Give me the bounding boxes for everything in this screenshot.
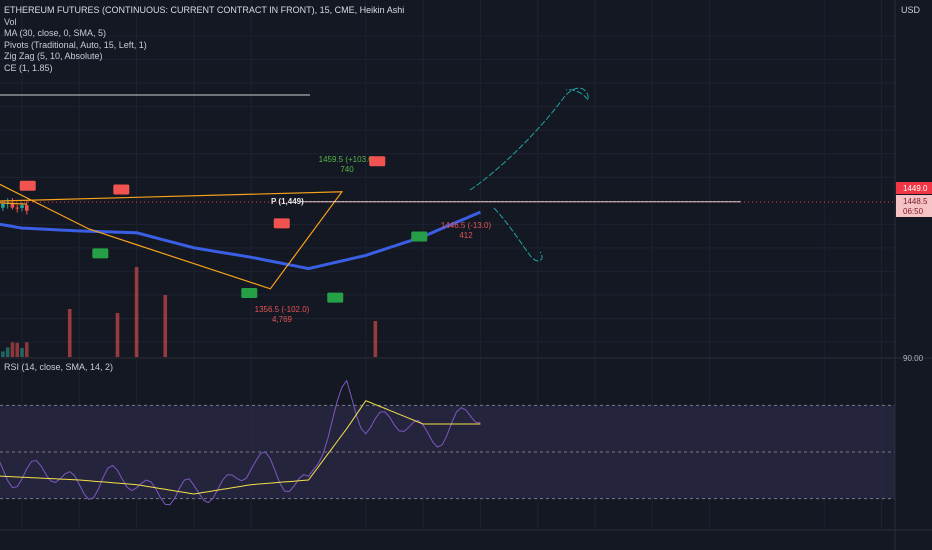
candle-body [10, 202, 15, 208]
candle-body [20, 205, 24, 208]
last-price-label: 1449.0 [903, 184, 928, 193]
volume-bar [373, 321, 378, 357]
volume-bars [1, 267, 378, 357]
sell-badge [113, 184, 130, 195]
volume-bar [10, 342, 15, 357]
rsi-legend[interactable]: RSI (14, close, SMA, 14, 2) [4, 362, 114, 372]
zigzag-low-bars: 4,769 [272, 315, 293, 324]
current-price-label: 1448.5 [903, 197, 928, 206]
volume-bar [67, 309, 72, 357]
curve-drawing[interactable] [493, 207, 543, 262]
countdown-label: 06:50 [903, 207, 924, 216]
zigzag-line [0, 183, 344, 290]
volume-bar [163, 295, 168, 357]
volume-bar [1, 351, 5, 357]
rsi-ma-line [0, 400, 481, 495]
chart-title: ETHEREUM FUTURES (CONTINUOUS: CURRENT CO… [4, 5, 405, 15]
volume-bar [115, 313, 120, 357]
sell-badge [369, 156, 386, 167]
zigzag-high-bars: 740 [340, 165, 354, 174]
currency-label: USD [900, 5, 920, 15]
zigzag-high-label: 1459.5 (+103.0) [319, 155, 376, 164]
rsi-guides [0, 404, 895, 500]
buy-badge [411, 231, 428, 242]
legend-vol[interactable]: Vol [4, 16, 17, 27]
sell-badge [19, 180, 36, 191]
legend-ma[interactable]: MA (30, close, 0, SMA, 5) [4, 28, 107, 38]
volume-bar [24, 342, 29, 357]
candle-body [1, 204, 5, 208]
rsi-line [0, 379, 481, 506]
candle-body [24, 205, 29, 211]
volume-bar [15, 342, 20, 357]
buy-badge [327, 292, 344, 303]
moving-average-line [0, 210, 481, 271]
volume-top-label: 90.00 [903, 354, 924, 363]
volume-bar [5, 347, 10, 357]
zigzag-last-label: 1446.5 (-13.0) [441, 221, 492, 230]
signal-badges [19, 156, 428, 303]
legend-pivots[interactable]: Pivots (Traditional, Auto, 15, Left, 1) [4, 39, 147, 50]
volume-bar [134, 267, 139, 357]
candle-body [15, 207, 20, 209]
pivot-label: P (1,449) [271, 197, 304, 206]
last-price-badge [896, 182, 932, 194]
volume-bar [20, 348, 24, 357]
legend-zigzag[interactable]: Zig Zag (5, 10, Absolute) [4, 51, 103, 61]
indicator-legend[interactable]: ETHEREUM FUTURES (CONTINUOUS: CURRENT CO… [4, 5, 404, 74]
legend-ce[interactable]: CE (1, 1.85) [4, 62, 53, 73]
buy-badge [92, 248, 109, 259]
current-price-badge [896, 195, 932, 217]
zigzag-low-label: 1356.5 (-102.0) [255, 305, 310, 314]
buy-badge [241, 287, 258, 298]
zigzag-last-bars: 412 [459, 231, 473, 240]
sell-badge [273, 218, 290, 229]
trendline-drawing[interactable] [469, 87, 589, 191]
